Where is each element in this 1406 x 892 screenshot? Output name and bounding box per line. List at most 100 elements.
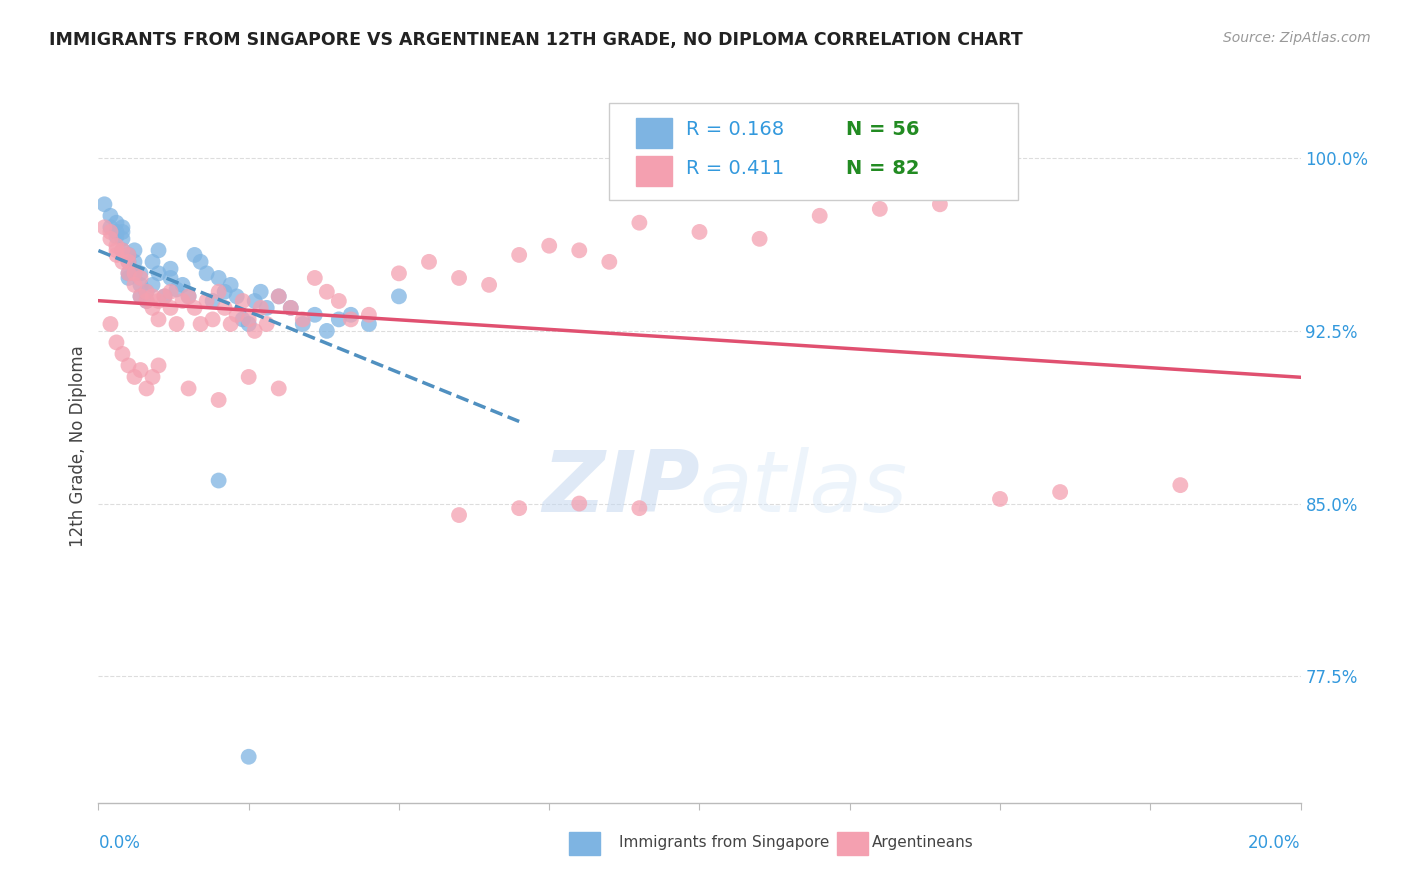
Y-axis label: 12th Grade, No Diploma: 12th Grade, No Diploma: [69, 345, 87, 547]
Point: [129, 289, 152, 303]
Point: [238, 370, 260, 384]
Point: [135, 293, 157, 308]
Point: [159, 271, 181, 285]
Point: [478, 277, 501, 292]
Point: [93, 197, 115, 211]
Point: [357, 308, 380, 322]
Point: [195, 293, 218, 308]
Point: [141, 277, 163, 292]
Point: [100, 225, 122, 239]
Point: [1049, 485, 1071, 500]
Point: [141, 301, 163, 315]
Point: [219, 277, 242, 292]
Text: N = 82: N = 82: [846, 159, 920, 178]
Point: [166, 317, 188, 331]
Point: [105, 216, 128, 230]
Point: [159, 285, 181, 299]
Point: [159, 301, 181, 315]
Point: [357, 317, 380, 331]
Point: [111, 220, 134, 235]
Point: [238, 749, 260, 764]
Point: [869, 202, 891, 216]
Point: [148, 293, 170, 308]
Point: [190, 317, 212, 331]
Point: [141, 370, 163, 384]
Point: [340, 312, 363, 326]
Point: [1170, 478, 1192, 492]
Point: [135, 285, 157, 299]
Point: [688, 225, 710, 239]
Point: [129, 266, 152, 280]
Point: [153, 289, 176, 303]
Point: [508, 248, 530, 262]
Point: [100, 317, 122, 331]
FancyBboxPatch shape: [609, 103, 1018, 200]
Point: [208, 474, 231, 488]
Point: [177, 289, 200, 303]
Point: [111, 255, 134, 269]
Point: [124, 266, 146, 280]
Point: [628, 216, 651, 230]
Text: Source: ZipAtlas.com: Source: ZipAtlas.com: [1223, 31, 1371, 45]
Point: [280, 301, 302, 315]
Point: [141, 255, 163, 269]
Point: [249, 285, 271, 299]
Point: [628, 501, 651, 516]
Point: [808, 209, 831, 223]
Point: [214, 301, 236, 315]
Point: [124, 244, 146, 258]
Point: [315, 285, 337, 299]
Point: [447, 508, 470, 522]
Point: [117, 255, 139, 269]
Point: [100, 209, 122, 223]
Point: [568, 497, 591, 511]
Bar: [636, 156, 672, 186]
Point: [267, 381, 290, 395]
Text: Argentineans: Argentineans: [872, 836, 973, 850]
Point: [208, 392, 231, 407]
Point: [111, 244, 134, 258]
Point: [225, 308, 247, 322]
Point: [117, 266, 139, 280]
Point: [129, 277, 152, 292]
Point: [100, 220, 122, 235]
Point: [232, 293, 254, 308]
Point: [190, 255, 212, 269]
Point: [243, 293, 266, 308]
Point: [117, 248, 139, 262]
Text: R = 0.411: R = 0.411: [686, 159, 785, 178]
Point: [256, 317, 278, 331]
Text: atlas: atlas: [699, 447, 907, 531]
Point: [111, 347, 134, 361]
Point: [135, 293, 157, 308]
Point: [238, 317, 260, 331]
Point: [124, 266, 146, 280]
Point: [105, 225, 128, 239]
Point: [219, 317, 242, 331]
Point: [111, 244, 134, 258]
Point: [105, 229, 128, 244]
Point: [929, 197, 952, 211]
Point: [129, 363, 152, 377]
Point: [105, 238, 128, 252]
Point: [243, 324, 266, 338]
Point: [256, 301, 278, 315]
Point: [315, 324, 337, 338]
Point: [172, 293, 194, 308]
Point: [340, 308, 363, 322]
Point: [105, 335, 128, 350]
Point: [225, 289, 247, 303]
Point: [129, 289, 152, 303]
Point: [304, 271, 326, 285]
Point: [388, 266, 411, 280]
Text: N = 56: N = 56: [846, 120, 920, 139]
Point: [183, 301, 205, 315]
Point: [267, 289, 290, 303]
Point: [538, 238, 561, 252]
Point: [105, 248, 128, 262]
Point: [177, 289, 200, 303]
Point: [111, 225, 134, 239]
Point: [148, 312, 170, 326]
Point: [280, 301, 302, 315]
Text: ZIP: ZIP: [541, 447, 699, 531]
